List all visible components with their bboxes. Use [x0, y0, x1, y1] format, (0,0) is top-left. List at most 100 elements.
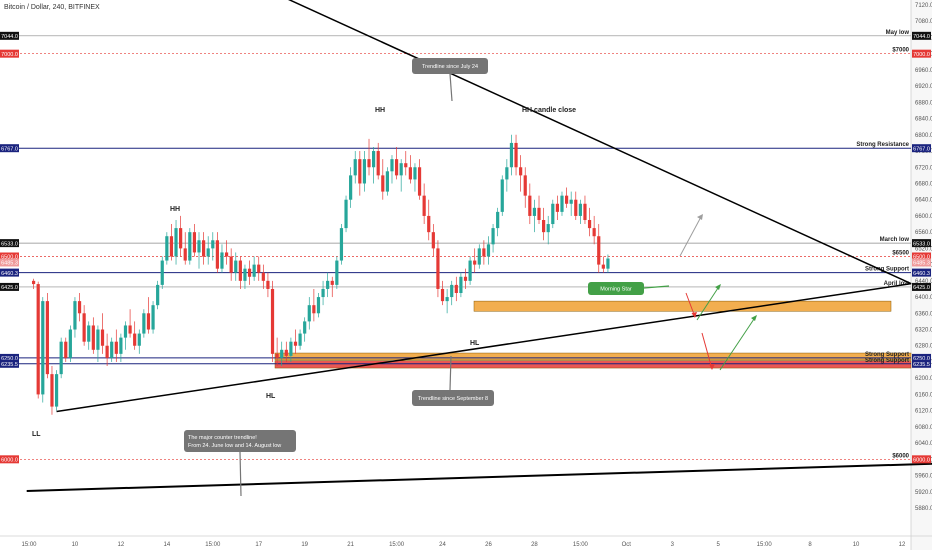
badge-right-text-5: 6485.3: [913, 261, 930, 267]
badge-right-text-9: 6235.5: [913, 362, 930, 368]
candle-body-8: [68, 329, 72, 358]
badge-left-8: [0, 353, 19, 362]
candle-body-53: [275, 353, 279, 358]
badge-right-1: [912, 49, 931, 58]
candle-body-19: [119, 337, 123, 354]
badge-right-text-3: 6533.0: [913, 241, 930, 247]
price-badges: 7044.0 7044.0 7000.0 7000.0 6767.0 6767.0 6533…: [0, 31, 931, 464]
candle-body-45: [238, 260, 242, 281]
badge-right-text-8: 6250.0: [913, 356, 930, 362]
candle-body-94: [463, 276, 468, 281]
y-tick-0: 7120.0: [915, 3, 932, 9]
candle-body-75: [376, 151, 380, 176]
candle-body-56: [289, 341, 293, 356]
arrow-green-2: [719, 315, 757, 371]
badge-right-10: [912, 455, 931, 464]
y-tick-18: 6400.0: [915, 295, 932, 301]
candle-body-6: [59, 341, 63, 375]
candle-body-33: [183, 248, 187, 261]
candle-body-80: [399, 163, 403, 176]
candle-body-40: [215, 240, 219, 269]
arrow-green-1: [696, 284, 721, 321]
badge-left-10: [0, 455, 19, 464]
badge-right-text-0: 7044.0: [913, 34, 930, 40]
level-label-3: March low: [880, 237, 910, 243]
candle-body-11: [82, 313, 86, 342]
callout-morning-star-text: Morning Star: [600, 287, 632, 293]
x-tick-8: 15:00: [389, 542, 405, 548]
arrow-red-2: [701, 332, 713, 370]
x-tick-17: 8: [808, 542, 812, 548]
x-tick-15: 5: [717, 542, 721, 548]
candle-body-44: [234, 260, 238, 273]
arrow-red-1-head: [691, 312, 697, 318]
callout-morning-star-pointer: [643, 285, 670, 289]
candle-body-3: [45, 301, 49, 375]
callout-morning-star: Morning Star: [588, 282, 670, 295]
callout-counter-trendline: The major counter trendline! From 24. Ju…: [184, 430, 296, 497]
zone-0: [473, 300, 892, 312]
badge-right-2: [912, 144, 931, 153]
candle-body-38: [206, 248, 210, 257]
y-tick-20: 6320.0: [915, 328, 932, 334]
candle-body-30: [169, 236, 174, 257]
badge-left-3: [0, 239, 19, 248]
candle-body-48: [252, 264, 256, 277]
y-tick-27: 6040.0: [915, 441, 932, 447]
annotation-ll: LL: [32, 431, 41, 438]
callout-morning-star-box: [588, 282, 644, 295]
candle-body-2: [41, 301, 45, 395]
candle-body-102: [500, 179, 504, 212]
swing-annotations: LL HH HH HL HL HH candle close: [32, 107, 576, 438]
candle-body-107: [523, 175, 527, 196]
candle-body-7: [64, 341, 68, 358]
candle-body-18: [114, 341, 118, 354]
badge-left-0: [0, 31, 19, 40]
candle-body-13: [91, 325, 95, 350]
level-label-1: $7000: [892, 48, 909, 54]
badge-right-7: [912, 282, 931, 291]
candle-body-71: [358, 159, 362, 184]
candle-body-16: [105, 345, 109, 358]
x-tick-12: 15:00: [573, 542, 589, 548]
candle-body-122: [592, 228, 596, 237]
badge-left-text-4: 6500.0: [1, 255, 18, 261]
arrow-grey: [679, 214, 703, 257]
candle-body-100: [491, 228, 495, 245]
candle-body-123: [597, 236, 601, 265]
badge-left-text-0: 7044.0: [1, 34, 18, 40]
candle-body-32: [179, 228, 183, 249]
candle-body-95: [468, 260, 472, 281]
y-tick-1: 7080.0: [915, 19, 932, 25]
badge-left-1: [0, 49, 19, 58]
candle-body-39: [211, 240, 215, 249]
badge-left-text-3: 6533.0: [1, 241, 18, 247]
candle-body-31: [174, 228, 178, 257]
candle-body-35: [192, 232, 197, 253]
y-tick-17: 6440.0: [915, 279, 932, 285]
candle-body-83: [413, 167, 417, 180]
candle-body-52: [270, 288, 275, 354]
badge-left-6: [0, 268, 19, 277]
arrow-red-2-head: [709, 364, 715, 370]
x-tick-9: 24: [439, 542, 446, 548]
candle-body-66: [335, 260, 339, 285]
x-tick-14: 3: [671, 542, 675, 548]
candle-body-51: [266, 280, 270, 289]
candle-body-99: [486, 244, 491, 257]
badge-left-text-9: 6235.5: [1, 362, 18, 368]
candle-body-97: [477, 248, 481, 265]
badge-left-text-2: 6767.0: [1, 146, 18, 152]
level-label-7: Strong Support: [865, 352, 909, 358]
y-tick-7: 6840.0: [915, 117, 932, 123]
candle-body-106: [519, 167, 523, 176]
callout-trendline-september-box: [412, 390, 494, 406]
badge-right-text-10: 6000.0: [913, 458, 930, 464]
candle-body-82: [408, 167, 412, 180]
y-tick-21: 6280.0: [915, 344, 932, 350]
candle-body-125: [606, 258, 610, 269]
candle-body-86: [427, 215, 431, 233]
x-tick-19: 12: [899, 542, 906, 548]
candle-layer: [31, 134, 610, 415]
